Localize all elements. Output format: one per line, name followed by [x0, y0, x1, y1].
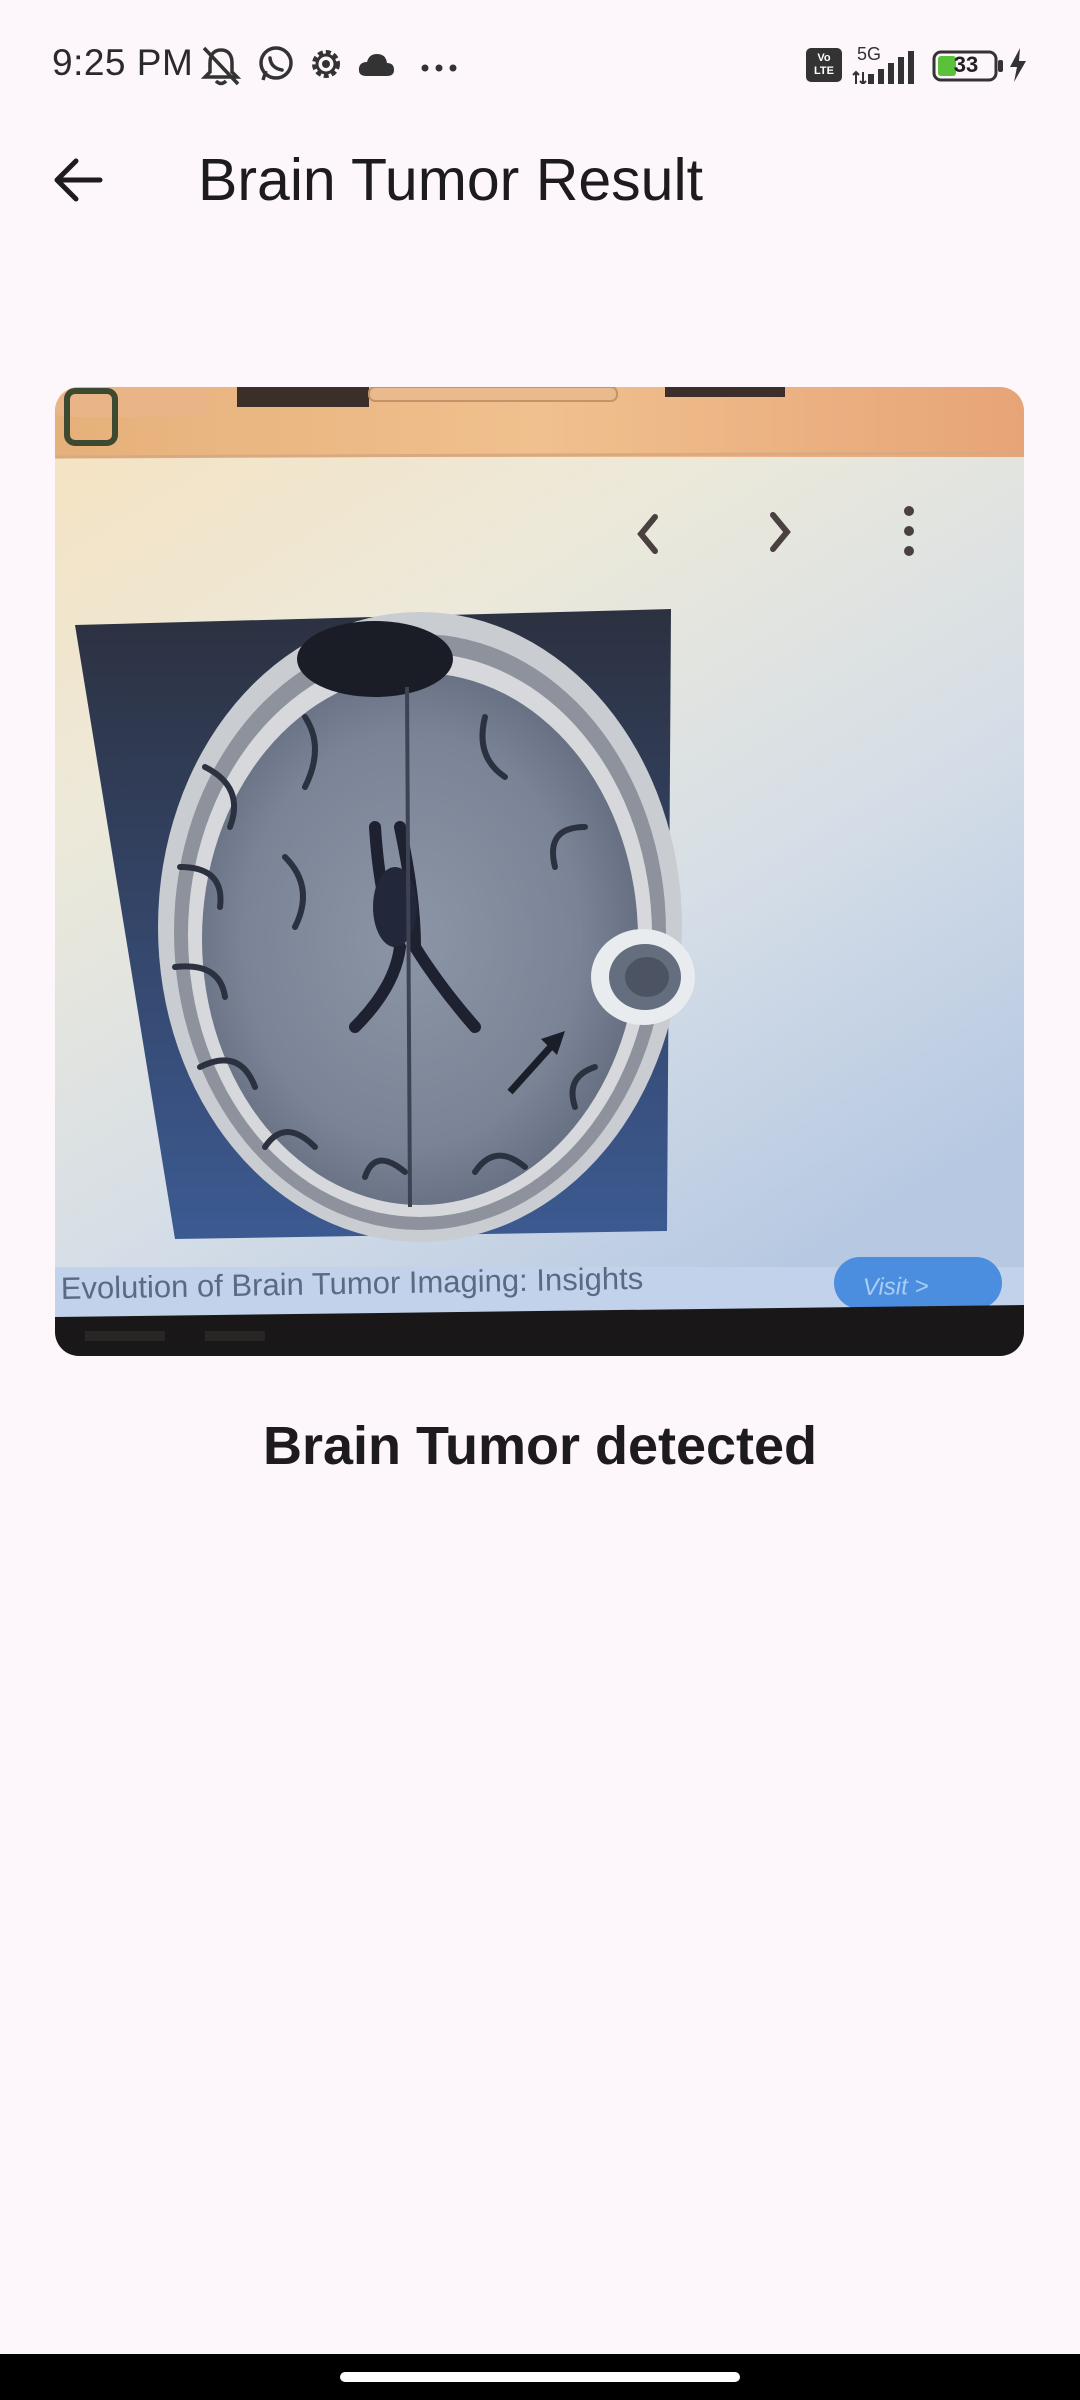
charging-icon [1008, 48, 1028, 87]
status-bar: 9:25 PM [0, 0, 1080, 132]
home-indicator[interactable] [340, 2372, 740, 2382]
cloud-icon [356, 50, 396, 85]
whatsapp-icon [256, 44, 296, 89]
back-button[interactable] [40, 142, 116, 218]
battery-icon [932, 50, 1004, 87]
network-type-label: 5G [857, 44, 882, 64]
result-label: Brain Tumor detected [262, 1416, 818, 1476]
result-image: Evolution of Brain Tumor Imaging: Insigh… [55, 387, 1024, 1356]
muted-bell-icon [198, 44, 244, 93]
arrow-left-icon [54, 158, 103, 202]
more-dots-icon [420, 60, 460, 78]
settings-gear-icon [306, 44, 346, 89]
navigation-bar [0, 2354, 1080, 2400]
page-title: Brain Tumor Result [198, 147, 703, 213]
app-bar: Brain Tumor Result [0, 132, 1080, 228]
signal-icon [852, 50, 918, 89]
volte-icon [806, 48, 842, 87]
image-visit-label: Visit > [863, 1273, 929, 1301]
status-time: 9:25 PM [52, 42, 194, 83]
volte-label: Vo LTE [814, 52, 834, 77]
battery-level: 33 [953, 52, 979, 77]
